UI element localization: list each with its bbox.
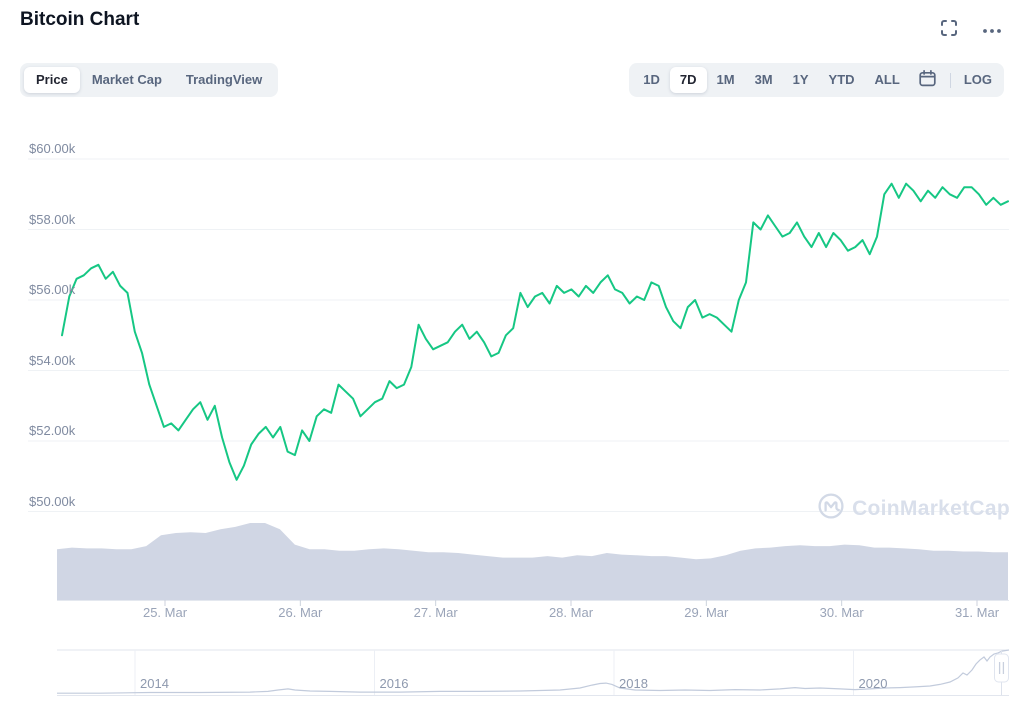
more-options-button[interactable] [979, 17, 1005, 41]
range-button-1m[interactable]: 1M [707, 67, 745, 93]
range-button-3m[interactable]: 3M [745, 67, 783, 93]
tab-price[interactable]: Price [24, 67, 80, 93]
navigator-year-label: 2018 [619, 676, 648, 691]
coinmarketcap-logo-icon [817, 492, 845, 525]
y-axis-label: $50.00k [29, 493, 76, 509]
toolbar-divider [949, 72, 951, 88]
fullscreen-button[interactable] [936, 17, 962, 41]
x-axis-label: 29. Mar [684, 605, 729, 620]
ellipsis-icon [982, 22, 1002, 37]
x-axis-label: 30. Mar [819, 605, 864, 620]
log-scale-toggle[interactable]: LOG [956, 67, 1000, 93]
range-selector: 1D 7D 1M 3M 1Y YTD ALL LOG [629, 63, 1004, 97]
range-button-all[interactable]: ALL [865, 67, 910, 93]
calendar-icon [918, 69, 937, 91]
y-axis-label: $54.00k [29, 352, 76, 368]
navigator-year-label: 2016 [379, 676, 409, 691]
range-button-7d[interactable]: 7D [669, 67, 707, 93]
y-axis-label: $56.00k [29, 282, 76, 297]
range-button-ytd[interactable]: YTD [819, 67, 865, 93]
y-axis-label: $60.00k [29, 141, 76, 156]
price-chart-plot-area[interactable] [57, 112, 1009, 598]
x-axis-label: 27. Mar [413, 605, 458, 620]
x-axis-label: 26. Mar [278, 605, 323, 620]
x-axis-label: 28. Mar [548, 605, 594, 620]
watermark: CoinMarketCap [817, 492, 1010, 525]
range-button-1y[interactable]: 1Y [783, 67, 819, 93]
metric-tabs: Price Market Cap TradingView [20, 63, 279, 97]
navigator-year-label: 2014 [140, 676, 169, 691]
tab-tradingview[interactable]: TradingView [174, 67, 274, 93]
range-button-1d[interactable]: 1D [633, 67, 670, 93]
chart-controls-row: Price Market Cap TradingView 1D 7D 1M 3M… [0, 63, 1024, 97]
navigator-year-label: 2020 [858, 676, 888, 691]
calendar-button[interactable] [910, 67, 945, 93]
x-axis-label: 31. Mar [954, 605, 1000, 620]
watermark-text: CoinMarketCap [852, 496, 1010, 520]
x-axis-label: 25. Mar [142, 605, 188, 620]
fullscreen-icon [940, 19, 958, 40]
page-title: Bitcoin Chart [20, 9, 140, 30]
tab-market-cap[interactable]: Market Cap [80, 67, 174, 93]
y-axis-label: $58.00k [29, 211, 76, 227]
y-axis-label: $52.00k [29, 423, 76, 438]
